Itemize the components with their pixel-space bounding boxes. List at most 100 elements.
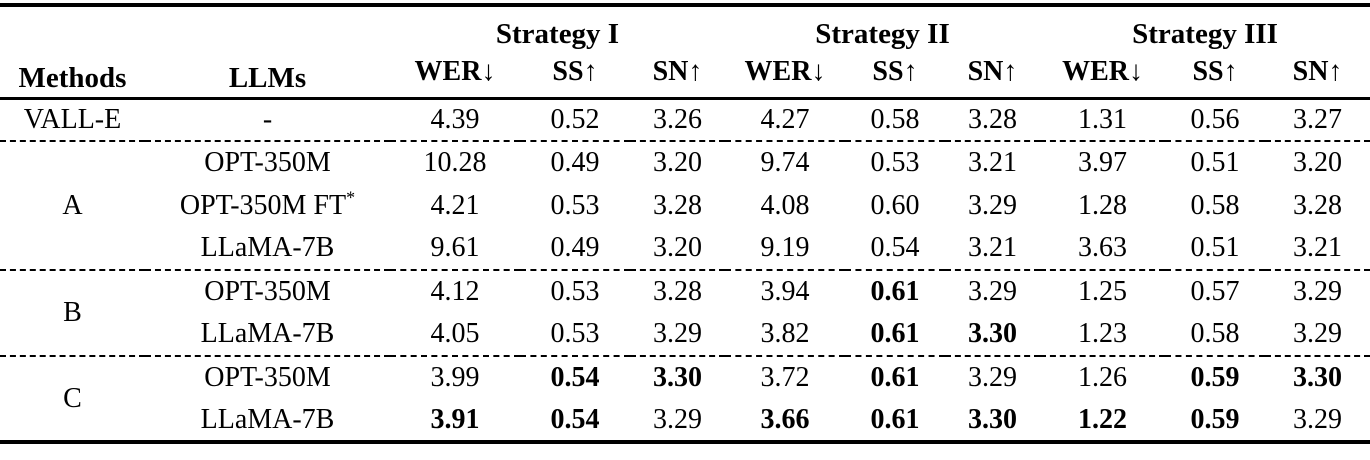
metric-cell: 3.29 xyxy=(1293,318,1343,349)
header-methods: Methods xyxy=(18,61,127,94)
metric-cell: 0.57 xyxy=(1165,269,1266,313)
metric-cell: 1.23 xyxy=(1078,318,1128,349)
metric-cell: 0.59 xyxy=(1165,355,1266,399)
llm-cell: OPT-350M xyxy=(145,269,390,313)
llm-cell: OPT-350M xyxy=(145,355,390,399)
llm-cell: OPT-350M FT* xyxy=(145,184,390,227)
header-s3-wer: WER↓ xyxy=(1062,55,1143,87)
metric-cell: 3.26 xyxy=(653,103,702,135)
metric-cell: 3.28 xyxy=(1293,189,1343,221)
metric-cell: 4.39 xyxy=(430,103,480,135)
llm-label: OPT-350M FT xyxy=(179,189,347,221)
metric-cell: 0.61 xyxy=(845,269,945,313)
metric-cell: 3.29 xyxy=(968,189,1018,221)
method-a: A xyxy=(0,140,145,270)
llm-cell: LLaMA-7B xyxy=(200,318,335,349)
metric-cell: 3.91 xyxy=(430,403,480,435)
table-row: A OPT-350M 10.28 0.49 3.20 9.74 0.53 3.2… xyxy=(0,140,1370,270)
metric-cell: 3.27 xyxy=(1293,103,1343,135)
metric-cell: 9.61 xyxy=(430,232,480,263)
metric-cell: 4.05 xyxy=(430,318,480,349)
results-table: Methods LLMs Strategy I Strategy II Stra… xyxy=(0,3,1370,444)
metric-cell: 3.20 xyxy=(1265,140,1370,184)
table-row: LLaMA-7B 3.91 0.54 3.29 3.66 0.61 3.30 1… xyxy=(0,399,1370,442)
metric-cell: 1.28 xyxy=(1078,189,1128,221)
header-s1-ss: SS↑ xyxy=(552,55,598,87)
metric-cell: 3.29 xyxy=(1293,403,1343,435)
llm-cell: LLaMA-7B xyxy=(200,403,335,435)
metric-cell: 4.08 xyxy=(760,189,810,221)
llm-cell: - xyxy=(262,103,273,135)
metric-cell: 4.12 xyxy=(390,269,520,313)
metric-cell: 0.53 xyxy=(845,140,945,184)
metric-cell: 0.52 xyxy=(550,103,600,135)
metric-cell: 1.31 xyxy=(1078,103,1128,135)
metric-cell: 0.61 xyxy=(870,318,920,349)
metric-cell: 3.29 xyxy=(653,318,702,349)
metric-cell: 4.21 xyxy=(430,189,480,221)
table-row: LLaMA-7B 4.05 0.53 3.29 3.82 0.61 3.30 1… xyxy=(0,313,1370,356)
metric-cell: 1.26 xyxy=(1040,355,1166,399)
metric-cell: 0.51 xyxy=(1165,140,1266,184)
method-b: B xyxy=(0,269,145,356)
metric-cell: 3.29 xyxy=(945,269,1041,313)
header-s1-wer: WER↓ xyxy=(414,55,496,87)
metric-cell: 3.30 xyxy=(968,403,1018,435)
table-row: VALL-E - 4.39 0.52 3.26 4.27 0.58 3.28 1… xyxy=(0,98,1370,141)
metric-cell: 0.61 xyxy=(870,403,920,435)
header-llms: LLMs xyxy=(228,61,307,94)
header-strategy-3: Strategy III xyxy=(1132,18,1278,50)
metric-cell: 0.58 xyxy=(1190,189,1240,221)
metric-cell: 0.54 xyxy=(550,403,600,435)
metric-cell: 1.25 xyxy=(1040,269,1166,313)
metric-cell: 0.51 xyxy=(1190,232,1240,263)
header-s3-sn: SN↑ xyxy=(1292,55,1343,87)
metric-cell: 3.20 xyxy=(630,140,725,184)
metric-cell: 0.49 xyxy=(550,232,600,263)
llm-cell: LLaMA-7B xyxy=(200,232,335,263)
metric-cell: 3.28 xyxy=(968,103,1018,135)
metric-cell: 0.59 xyxy=(1190,403,1240,435)
metric-cell: 3.66 xyxy=(760,403,810,435)
header-strategy-1: Strategy I xyxy=(495,18,620,50)
metric-cell: 3.72 xyxy=(725,355,845,399)
metric-cell: 0.56 xyxy=(1190,103,1240,135)
metric-cell: 3.82 xyxy=(760,318,810,349)
header-s2-sn: SN↑ xyxy=(967,55,1018,87)
metric-cell: 3.30 xyxy=(968,318,1018,349)
table-row: OPT-350M FT* 4.21 0.53 3.28 4.08 0.60 3.… xyxy=(0,184,1370,227)
table-row: LLaMA-7B 9.61 0.49 3.20 9.19 0.54 3.21 3… xyxy=(0,227,1370,270)
method-c: C xyxy=(0,355,145,442)
metric-cell: 3.63 xyxy=(1078,232,1128,263)
metric-cell: 3.29 xyxy=(653,403,702,435)
metric-cell: 3.29 xyxy=(945,355,1041,399)
table-header: Methods LLMs Strategy I Strategy II Stra… xyxy=(0,5,1370,98)
header-s3-ss: SS↑ xyxy=(1192,55,1238,87)
metric-cell: 3.20 xyxy=(653,232,702,263)
table-row: C OPT-350M 3.99 0.54 3.30 3.72 0.61 3.29… xyxy=(0,355,1370,442)
metric-cell: 0.60 xyxy=(870,189,920,221)
method-vall-e: VALL-E xyxy=(23,103,122,135)
metric-cell: 3.30 xyxy=(630,355,725,399)
header-s2-ss: SS↑ xyxy=(872,55,918,87)
table-row: B OPT-350M 4.12 0.53 3.28 3.94 0.61 3.29… xyxy=(0,269,1370,356)
metric-cell: 10.28 xyxy=(390,140,520,184)
metric-cell: 0.49 xyxy=(520,140,630,184)
metric-cell: 4.27 xyxy=(760,103,810,135)
header-s2-wer: WER↓ xyxy=(744,55,826,87)
metric-cell: 3.30 xyxy=(1265,355,1370,399)
llm-cell: OPT-350M xyxy=(145,140,390,184)
metric-cell: 0.54 xyxy=(870,232,920,263)
metric-cell: 9.19 xyxy=(760,232,810,263)
metric-cell: 3.21 xyxy=(945,140,1041,184)
ft-asterisk: * xyxy=(346,187,356,208)
metric-cell: 3.97 xyxy=(1040,140,1166,184)
metric-cell: 3.28 xyxy=(653,189,702,221)
metric-cell: 0.53 xyxy=(520,269,630,313)
metric-cell: 9.74 xyxy=(725,140,845,184)
metric-cell: 0.53 xyxy=(550,318,600,349)
metric-cell: 0.54 xyxy=(520,355,630,399)
header-s1-sn: SN↑ xyxy=(652,55,703,87)
metric-cell: 1.22 xyxy=(1078,403,1128,435)
